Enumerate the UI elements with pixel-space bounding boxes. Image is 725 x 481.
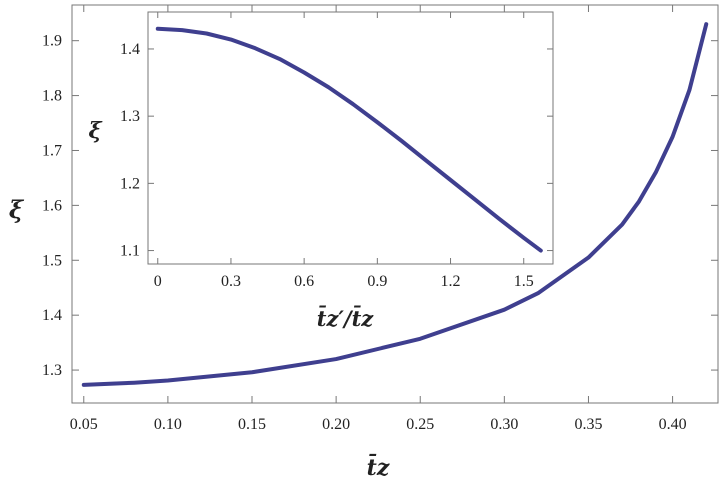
main-x-tick-label: 0.15	[238, 416, 266, 433]
inset-series-line	[155, 26, 543, 253]
main-ticks	[72, 5, 718, 403]
inset-y-tick-label: 1.2	[120, 175, 140, 192]
inset-y-tick-label: 1.3	[120, 108, 140, 125]
main-x-tick-label: 0.30	[490, 416, 518, 433]
inset-x-tick-label: 1.5	[514, 273, 534, 290]
main-y-tick-label: 1.5	[42, 252, 62, 269]
main-x-axis-label: t̄z	[367, 453, 390, 481]
main-x-tick-label: 0.35	[574, 416, 602, 433]
main-x-tick-label: 0.10	[154, 416, 182, 433]
main-plot-frame	[71, 4, 719, 404]
inset-plot: 0 0.3 0.6 0.9 1.2 1.5 1.1 1.2 1.3 1.4 t̄z′/t̄z ξ	[88, 11, 554, 331]
inset-x-tick-label: 0.9	[367, 273, 387, 290]
main-y-tick-label: 1.7	[42, 142, 62, 159]
main-plot: 0.05 0.10 0.15 0.20 0.25 0.30 0.35 0.40 1.31.41…	[9, 4, 719, 481]
main-y-tick-label: 1.3	[42, 362, 62, 379]
inset-plot-frame	[147, 11, 554, 265]
inset-y-tick-label: 1.1	[120, 243, 140, 260]
main-y-tick-label: 1.4	[42, 307, 62, 324]
inset-x-axis-label: t̄z′/t̄z	[317, 306, 375, 331]
inset-y-axis-label: ξ	[88, 118, 102, 144]
inset-x-tick-labels: 0 0.3 0.6 0.9 1.2 1.5	[154, 273, 534, 290]
inset-x-tick-label: 1.2	[441, 273, 461, 290]
main-y-tick-labels: 1.3 1.4 1.5 1.6 1.7 1.8 1.9	[42, 33, 62, 379]
main-x-tick-label: 0.20	[322, 416, 350, 433]
main-x-tick-label: 0.05	[70, 416, 98, 433]
main-x-tick-label: 0.40	[659, 416, 687, 433]
inset-x-tick-label: 0.6	[294, 273, 314, 290]
inset-background	[148, 12, 553, 264]
main-y-tick-label: 1.9	[42, 33, 62, 50]
inset-y-tick-label: 1.4	[120, 41, 140, 58]
main-series-line	[81, 22, 709, 387]
inset-ticks	[148, 12, 553, 264]
main-x-tick-labels: 0.05 0.10 0.15 0.20 0.25 0.30 0.35 0.40	[70, 416, 687, 433]
main-y-tick-label: 1.8	[42, 88, 62, 105]
main-y-tick-label: 1.6	[42, 197, 62, 214]
main-y-axis-label: ξ	[9, 195, 25, 224]
inset-x-tick-label: 0.3	[221, 273, 241, 290]
inset-x-tick-label: 0	[154, 273, 162, 290]
main-x-tick-label: 0.25	[406, 416, 434, 433]
inset-y-tick-labels: 1.1 1.2 1.3 1.4	[120, 41, 140, 260]
